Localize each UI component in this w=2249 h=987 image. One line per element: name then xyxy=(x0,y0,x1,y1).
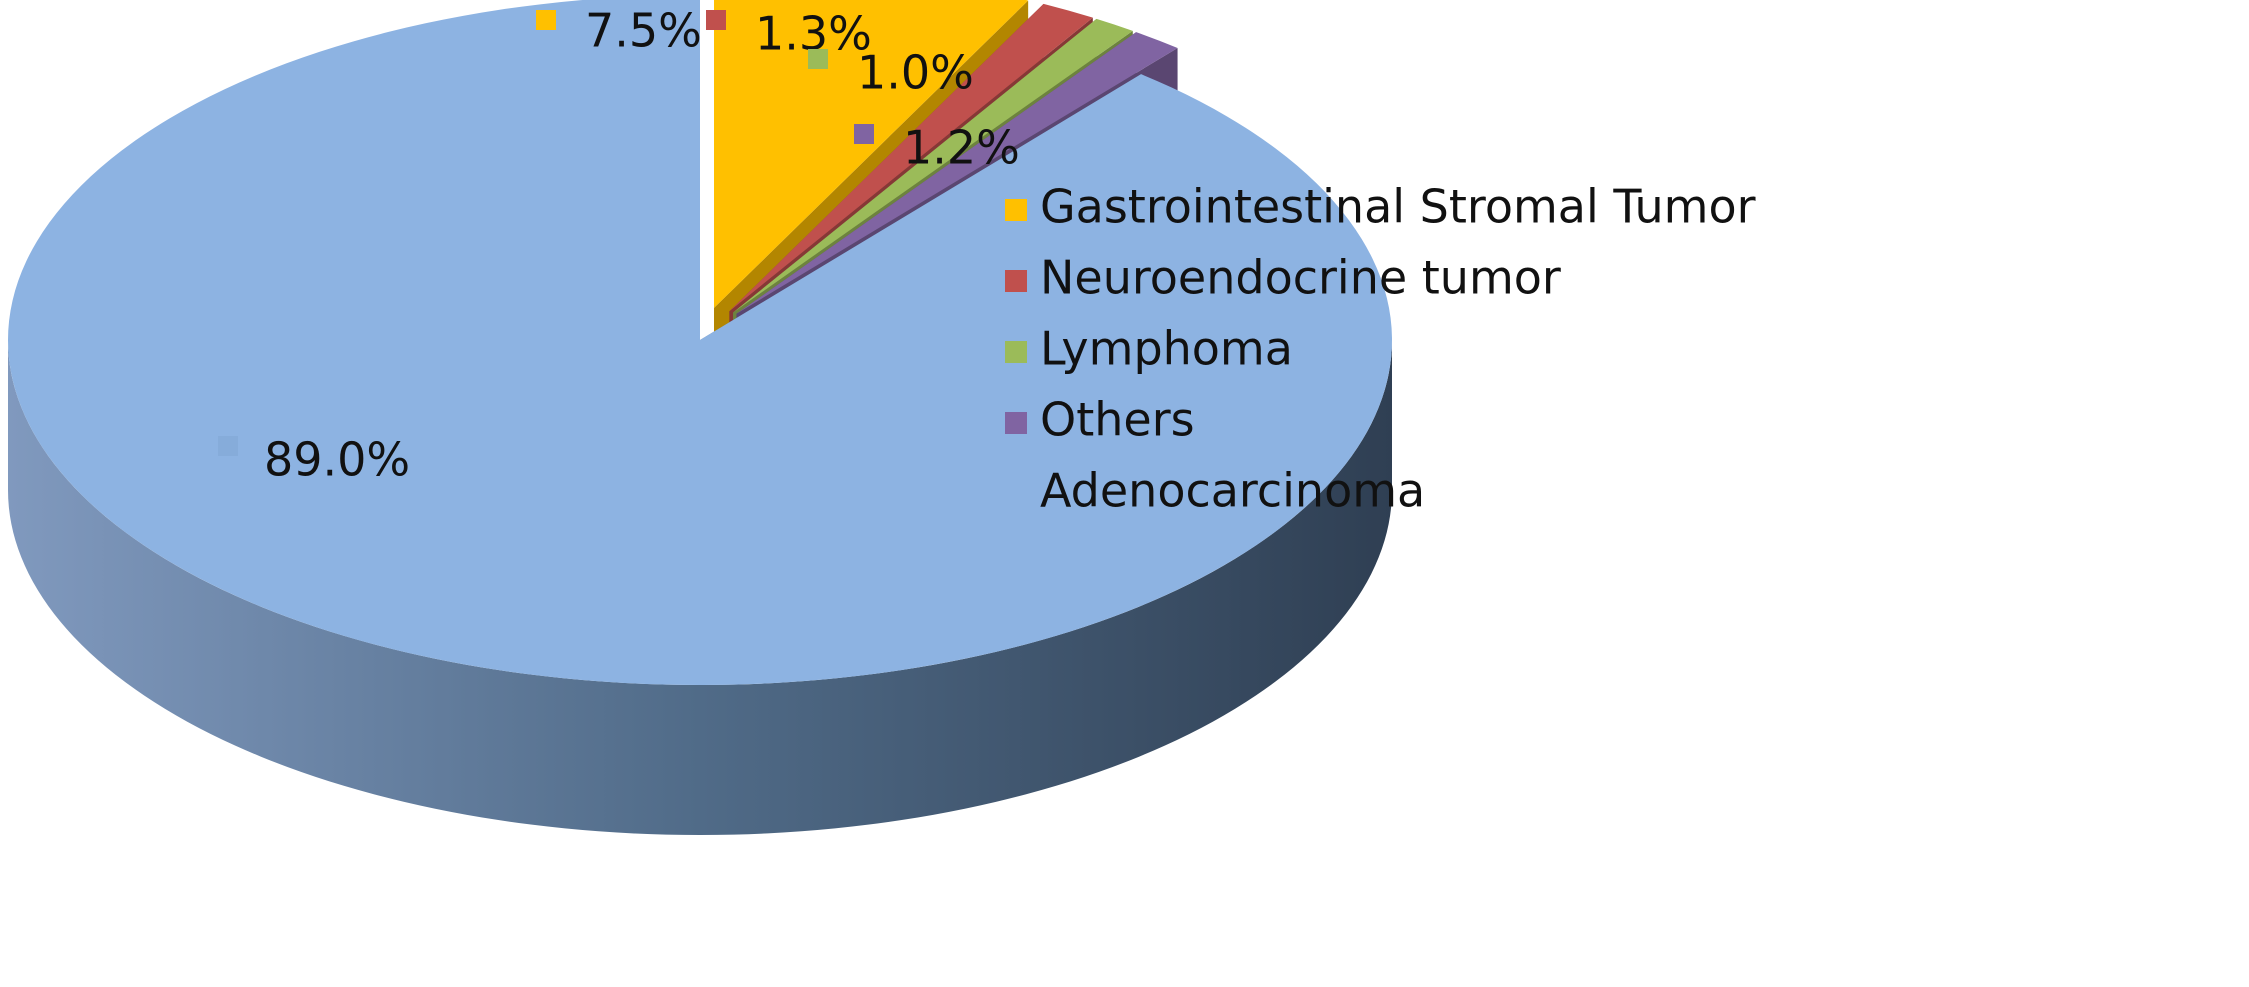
pie-slice-top xyxy=(736,32,1178,314)
data-label-marker xyxy=(706,10,726,30)
pie-slice-top xyxy=(8,0,1392,685)
data-label-adenocarcinoma: 89.0% xyxy=(218,433,410,487)
data-label-marker xyxy=(218,436,238,456)
pie-slice-adenocarcinoma xyxy=(8,0,1392,835)
legend-entry-neuroendocrine-tumor: Neuroendocrine tumor xyxy=(1005,251,1561,305)
data-label-marker xyxy=(808,49,828,69)
legend-swatch xyxy=(1005,199,1027,221)
chart-legend: Gastrointestinal Stromal Tumor Neuroendoc… xyxy=(1005,180,1756,518)
data-label-text: 89.0% xyxy=(264,433,410,487)
legend-swatch xyxy=(1005,412,1027,434)
pie-data-labels: 7.5% 1.3%1.0%1.2%89.0% xyxy=(218,4,1020,487)
data-label-lymphoma: 1.0% xyxy=(808,46,974,100)
legend-swatch xyxy=(1005,341,1027,363)
data-label-marker xyxy=(536,10,556,30)
legend-entry-lymphoma: Lymphoma xyxy=(1005,322,1293,376)
legend-entry-gastrointestinal-stromal-tumor: Gastrointestinal Stromal Tumor xyxy=(1005,180,1756,234)
pie-slice-top xyxy=(733,18,1133,313)
data-label-gastrointestinal-stromal-tumor: 7.5% xyxy=(536,4,702,58)
legend-label: Lymphoma xyxy=(1040,322,1293,376)
data-label-text: 1.0% xyxy=(857,46,974,100)
legend-swatch xyxy=(1005,483,1027,505)
pie-slice-top xyxy=(729,3,1093,312)
legend-swatch xyxy=(1005,270,1027,292)
legend-label: Adenocarcinoma xyxy=(1040,464,1425,518)
legend-entry-adenocarcinoma: Adenocarcinoma xyxy=(1005,464,1425,518)
legend-label: Others xyxy=(1040,393,1195,447)
data-label-text: 1.2% xyxy=(903,121,1020,175)
pie-slice-top xyxy=(714,0,1029,308)
data-label-marker xyxy=(854,124,874,144)
data-label-text: 7.5% xyxy=(585,4,702,58)
pie-slices xyxy=(8,0,1392,835)
data-label-others: 1.2% xyxy=(854,121,1020,175)
legend-entry-others: Others xyxy=(1005,393,1195,447)
legend-label: Neuroendocrine tumor xyxy=(1040,251,1561,305)
pie-slice-side xyxy=(8,340,1392,835)
legend-label: Gastrointestinal Stromal Tumor xyxy=(1040,180,1756,234)
